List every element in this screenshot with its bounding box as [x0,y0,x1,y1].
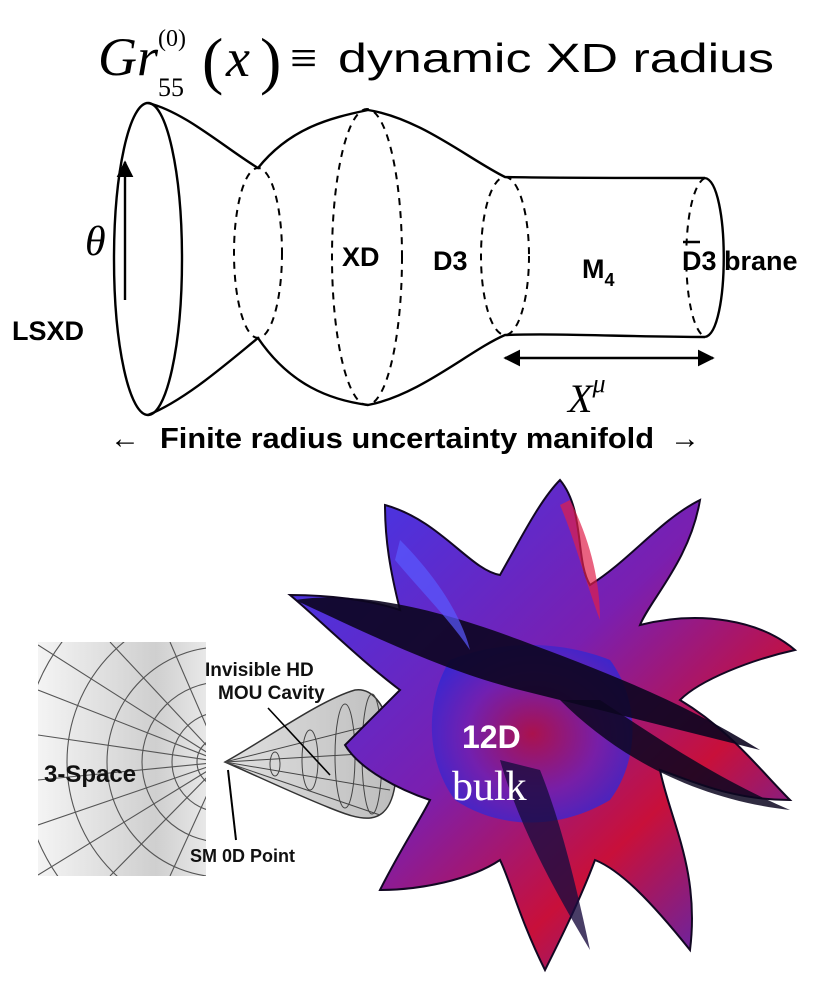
bulk-highlight-red [560,500,600,620]
d3-label: D3 [433,246,468,276]
m4-label: M4 [582,254,615,290]
formula-close-paren: ) [260,25,281,96]
three-space-grid [38,642,206,876]
manifold-diagram [112,101,725,417]
right-arrow-icon: → [670,422,700,455]
cavity-label-line2: MOU Cavity [218,683,325,704]
point-pointer-line [227,769,237,841]
xd-label: XD [342,242,380,272]
cavity-label-line1: Invisible HD [205,660,314,681]
manifold-labels: θ LSXD XD D3 M4 D3 brane Xμ [12,219,798,421]
point-label: SM 0D Point [190,846,295,866]
formula-argument: x [225,28,250,88]
lsxd-label: LSXD [12,316,84,346]
formula-superscript: (0) [158,26,186,52]
xmu-label: Xμ [566,369,606,421]
bulk-surface: 12D bulk [287,478,798,973]
bulk-fin-top [295,597,760,750]
formula-open-paren: ( [202,25,223,96]
formula-equiv-sign: ≡ [290,32,317,85]
d3bar-label: D3 [682,246,717,276]
bulk-label-line1: 12D [462,719,521,755]
theta-label: θ [85,219,106,265]
cavity-pointer-line [267,707,331,776]
title-formula: Gr (0) 55 ( x ) ≡ dynamic XD radius [98,25,774,102]
caption-text: Finite radius uncertainty manifold [160,423,654,455]
d3bar-cross-section [685,177,706,338]
title-text: dynamic XD radius [338,35,774,81]
lsxd-end-ellipse [112,101,184,417]
brane-label: brane [724,246,798,276]
bulk-fin-right [560,700,790,810]
three-space-background [38,642,206,876]
formula-subscript: 55 [158,73,184,102]
bulk-highlight-blue [395,540,470,650]
three-space-panel: 3-Space Invisible HD MOU Cavity SM 0D Po… [38,642,397,876]
d3-cross-section [480,176,530,336]
three-space-label: 3-Space [44,761,136,788]
manifold-bottom-outline [147,333,706,417]
bulk-fin-bottom [500,760,590,950]
neck-cross-section [233,167,283,339]
manifold-caption: ← Finite radius uncertainty manifold → [110,422,700,455]
manifold-top-outline [147,101,706,180]
xd-cross-section [331,108,403,406]
right-end-cap [704,176,725,339]
left-arrow-icon: ← [110,422,140,455]
bulk-label-line2: bulk [452,764,527,810]
formula-gr: Gr [98,27,159,87]
